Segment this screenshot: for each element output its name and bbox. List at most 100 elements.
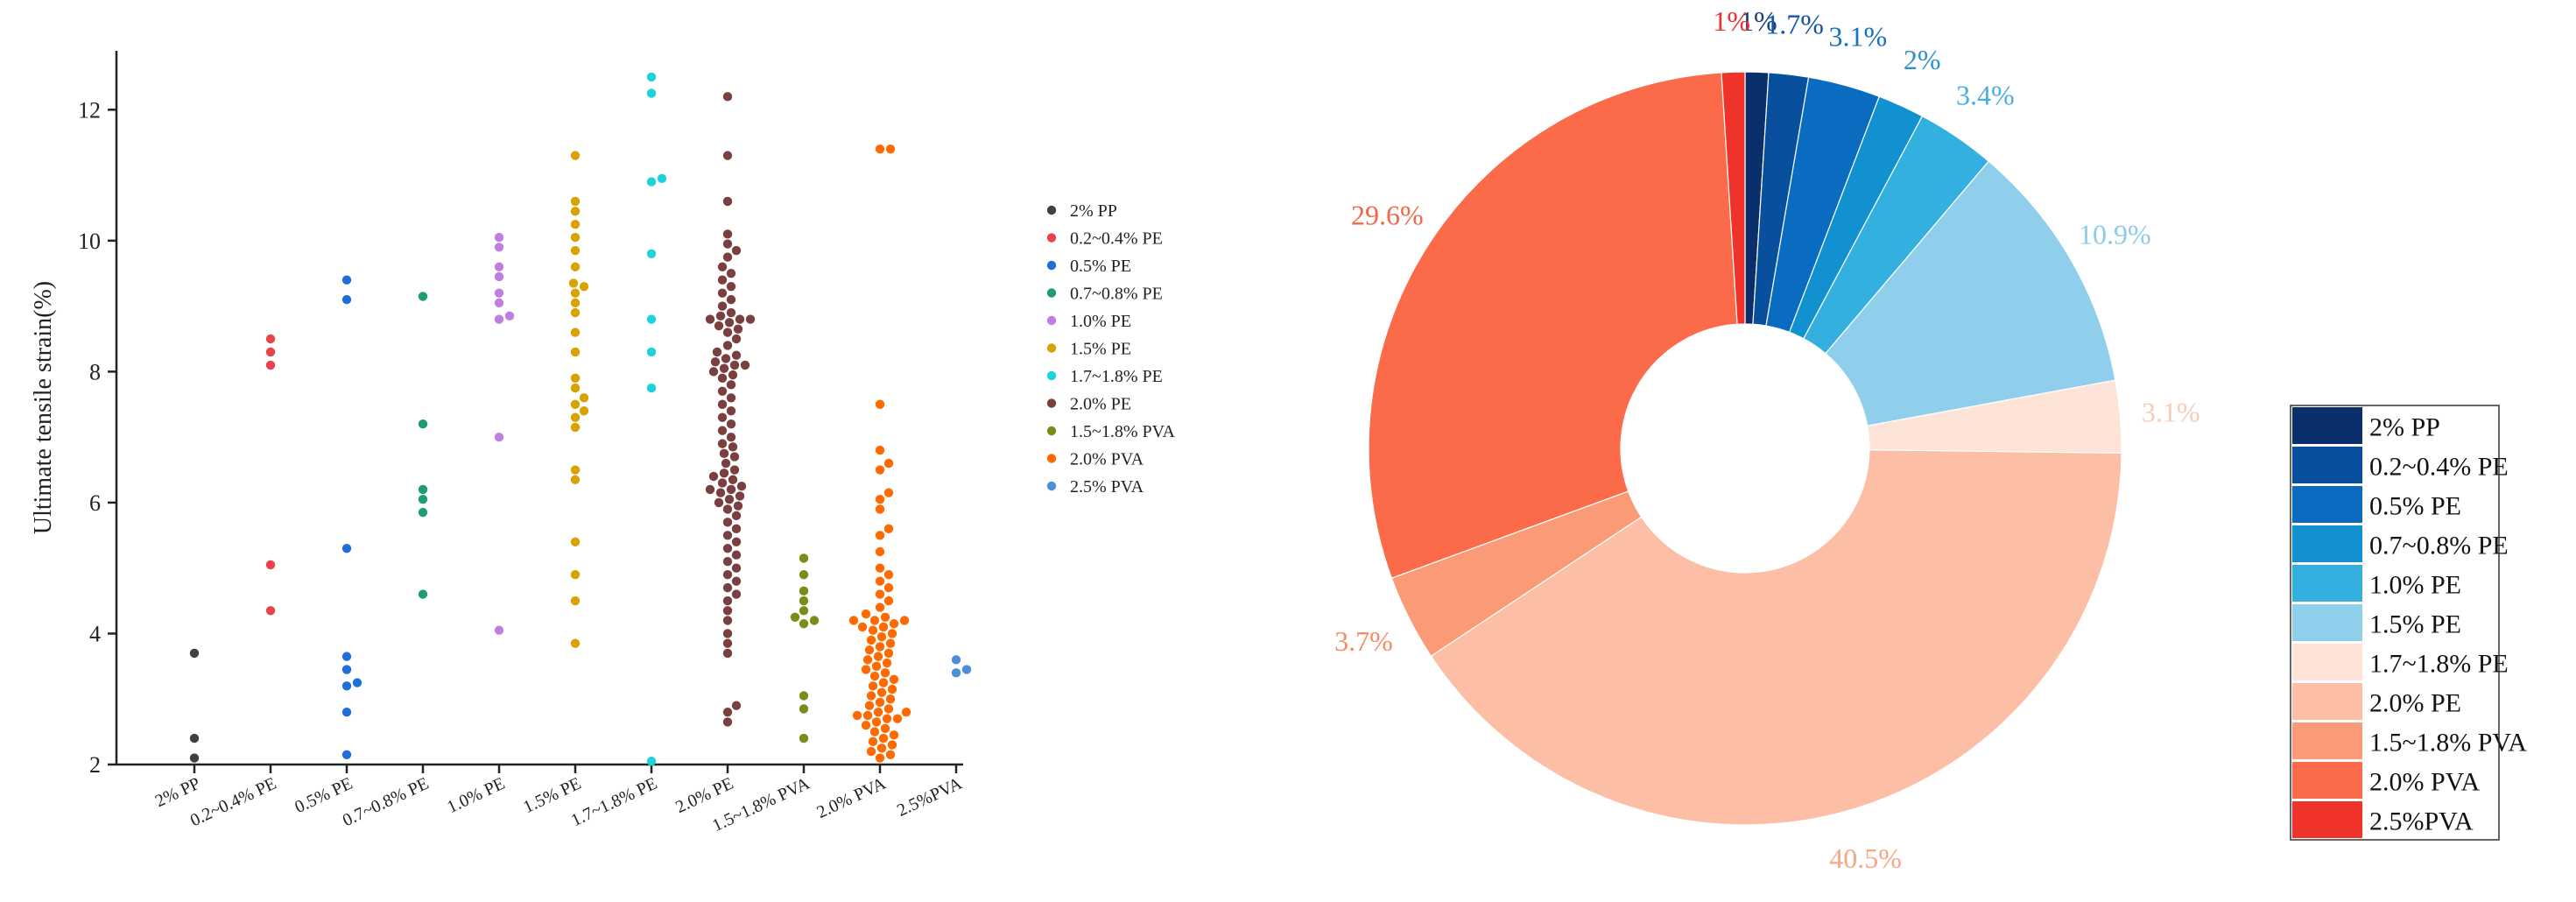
data-point-2-0-pe	[717, 301, 728, 311]
data-point-2-0-pva	[875, 576, 885, 586]
data-point-2-0-pe	[722, 239, 733, 249]
data-point-0-5-pe	[341, 275, 352, 285]
data-point-2-0-pe	[724, 494, 735, 504]
data-point-1-5-pe	[570, 399, 581, 409]
data-point-2-0-pe	[733, 501, 743, 511]
swarm-points	[189, 72, 972, 766]
donut-legend: 2% PP 0.2~0.4% PE 0.5% PE 0.7~0.8% PE 1.0% P…	[2290, 405, 2527, 841]
legend-label-0-7-0-8-pe: 0.7~0.8% PE	[2369, 532, 2509, 560]
data-point-1-5-pe	[570, 206, 581, 216]
data-point-1-5-pe	[570, 151, 581, 160]
data-point-2-0-pva	[885, 144, 896, 154]
data-point-0-7-0-8-pe	[418, 484, 428, 495]
data-point-1-5-pe	[570, 288, 581, 298]
data-point-2-0-pe	[728, 370, 738, 380]
data-point-2-0-pe	[735, 314, 745, 324]
data-point-2-0-pva	[880, 612, 890, 622]
data-point-2-0-pe	[722, 252, 733, 262]
legend-swatch-2-pp	[2292, 407, 2362, 444]
data-point-2-0-pe	[731, 701, 742, 710]
data-point-2-0-pe	[717, 399, 728, 409]
data-point-2-0-pe	[708, 471, 719, 482]
legend-label-1-5-pe: 1.5% PE	[1070, 340, 1131, 359]
data-point-2-pp	[189, 648, 200, 659]
x-tick-label-2-5-pva: 2.5%PVA	[894, 773, 965, 821]
data-point-2-0-pe	[722, 648, 733, 659]
donut-slice-label-2-pp: 1%	[1740, 5, 1777, 37]
data-point-1-5-1-8-pva	[790, 612, 800, 622]
data-point-1-5-1-8-pva	[799, 569, 809, 580]
donut-slice-label-0-2-0-4-pe: 1.7%	[1765, 8, 1824, 39]
data-point-2-0-pe	[726, 406, 736, 416]
data-point-2-0-pva	[889, 730, 899, 740]
data-point-2-0-pe	[729, 465, 740, 475]
legend-label-2-0-pva: 2.0% PVA	[1070, 450, 1144, 469]
legend-label-1-5-1-8-pva: 1.5~1.8% PVA	[1070, 422, 1175, 441]
x-tick-label-0-7-0-8-pe: 0.7~0.8% PE	[340, 774, 432, 831]
data-point-0-5-pe	[341, 294, 352, 305]
donut-slice-label-0-5-pe: 3.1%	[1828, 20, 1887, 52]
data-point-1-5-pe	[570, 196, 581, 207]
data-point-2-0-pva	[887, 684, 897, 694]
data-point-2-0-pe	[731, 511, 742, 521]
data-point-0-5-pe	[352, 678, 362, 687]
data-point-2-0-pva	[878, 733, 889, 743]
data-point-2-0-pe	[722, 518, 733, 527]
data-point-1-5-1-8-pva	[799, 606, 809, 616]
data-point-1-5-pe	[570, 219, 581, 229]
y-tick-label: 2	[89, 752, 101, 778]
data-point-2-0-pe	[740, 360, 750, 370]
legend-swatch-2-0-pva	[2292, 762, 2362, 799]
data-point-2-0-pva	[875, 697, 885, 708]
data-point-2-0-pe	[722, 229, 733, 239]
data-point-2-0-pe	[719, 363, 729, 373]
data-point-0-2-0-4-pe	[265, 360, 276, 370]
data-point-2-0-pe	[726, 419, 736, 429]
data-point-2-0-pva	[861, 720, 871, 730]
legend-marker-1-5-1-8-pva	[1046, 426, 1057, 436]
data-point-1-5-pe	[570, 569, 581, 580]
data-point-2-0-pva	[861, 665, 871, 674]
data-point-1-7-1-8-pe	[646, 72, 657, 82]
data-point-2-0-pe	[717, 373, 728, 384]
legend-marker-2-pp	[1046, 205, 1057, 215]
legend-label-1-5-1-8-pva: 1.5~1.8% PVA	[2369, 729, 2527, 758]
data-point-2-0-pva	[875, 144, 885, 154]
data-point-2-0-pva	[876, 631, 887, 642]
data-point-2-0-pe	[722, 531, 733, 540]
data-point-2-0-pe	[735, 491, 745, 501]
data-point-0-5-pe	[341, 707, 352, 717]
data-point-2-0-pva	[875, 603, 885, 612]
data-point-2-0-pva	[883, 704, 894, 714]
donut-slice-2-0-pe	[1430, 449, 2122, 826]
data-point-1-0-pe	[494, 625, 504, 635]
data-point-1-5-pe	[570, 232, 581, 243]
data-point-2-0-pva	[892, 714, 903, 723]
data-point-1-0-pe	[494, 271, 504, 282]
data-point-2-0-pe	[717, 262, 728, 271]
data-point-2-0-pe	[726, 307, 736, 318]
data-point-1-5-pe	[570, 328, 581, 337]
data-point-2-0-pva	[883, 524, 894, 534]
legend-swatch-1-5-1-8-pva	[2292, 722, 2362, 759]
data-point-2-0-pva	[883, 582, 894, 593]
data-point-2-0-pe	[736, 482, 747, 491]
data-point-2-0-pva	[875, 531, 885, 540]
data-point-2-0-pva	[875, 504, 885, 514]
data-point-2-0-pva	[882, 714, 892, 723]
x-tick-label-1-7-1-8-pe: 1.7~1.8% PE	[568, 774, 660, 831]
donut-slice-label-2-0-pva: 29.6%	[1351, 199, 1424, 230]
donut-slice-label-1-7-1-8-pe: 3.1%	[2142, 397, 2200, 428]
data-point-1-5-pe	[570, 475, 581, 484]
data-point-0-5-pe	[341, 665, 352, 674]
data-point-1-7-1-8-pe	[646, 314, 657, 324]
data-point-1-5-1-8-pva	[799, 595, 809, 606]
data-point-2-0-pe	[745, 314, 756, 324]
legend-label-1-7-1-8-pe: 1.7~1.8% PE	[1070, 367, 1163, 386]
legend-label-2-0-pva: 2.0% PVA	[2369, 768, 2480, 797]
data-point-1-5-pe	[570, 412, 581, 422]
donut-slice-label-1-0-pe: 3.4%	[1956, 79, 2015, 110]
data-point-2-0-pe	[722, 328, 733, 337]
data-point-2-0-pe	[726, 432, 736, 442]
